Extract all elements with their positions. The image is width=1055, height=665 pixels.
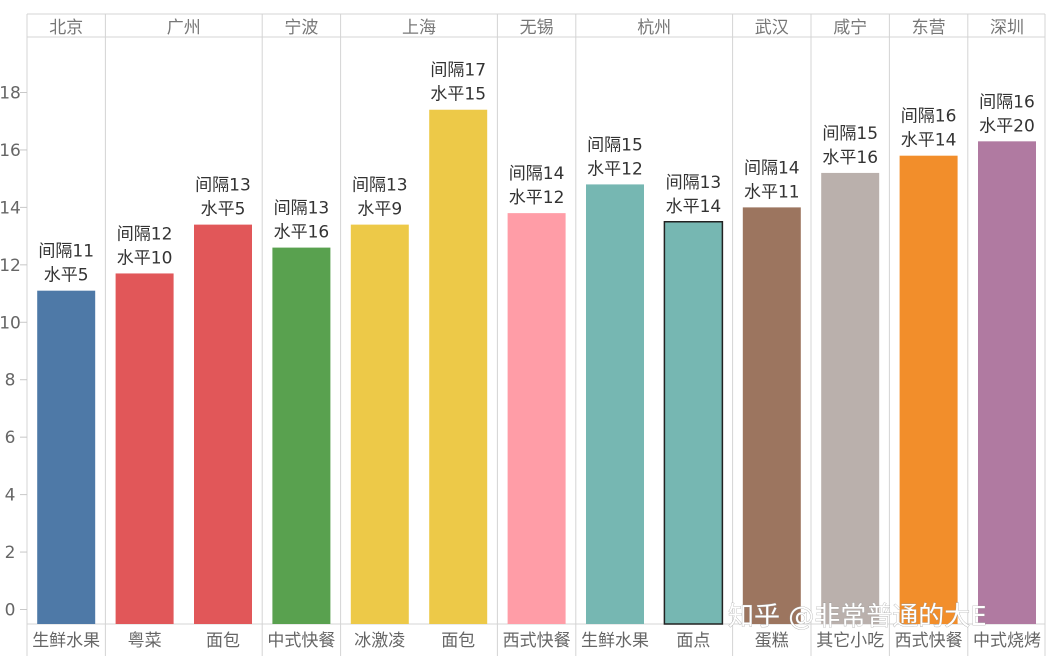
category-label: 西式快餐	[895, 631, 963, 651]
data-label: 水平14	[666, 197, 722, 217]
bar	[663, 221, 724, 625]
data-label: 水平10	[117, 248, 173, 268]
y-tick-label: 2	[5, 543, 16, 563]
category-label: 冰激凌	[354, 631, 405, 651]
category-label: 中式烧烤	[973, 631, 1041, 651]
city-header: 北京	[49, 18, 83, 38]
category-label: 蛋糕	[755, 631, 789, 651]
bar	[350, 224, 409, 624]
bar	[742, 207, 801, 624]
data-label: 间隔17	[430, 61, 486, 81]
y-tick-label: 0	[5, 601, 16, 621]
data-label: 间隔13	[195, 176, 251, 196]
data-label: 水平15	[430, 85, 486, 105]
category-label: 生鲜水果	[581, 631, 649, 651]
category-labels: 生鲜水果 粤菜 面包 中式快餐 冰激凌 面包 西式快餐 生鲜水果 面点 蛋糕 其它小吃 西式快餐 中式烧…	[32, 631, 1041, 651]
y-tick-label: 12	[0, 256, 21, 276]
data-label: 间隔14	[744, 158, 800, 178]
y-axis: 0 2 4 6 8 10 12 14 16 18	[0, 84, 27, 621]
y-tick-label: 18	[0, 84, 21, 104]
bar	[821, 172, 880, 624]
data-label: 水平11	[744, 182, 800, 202]
city-header: 深圳	[990, 18, 1024, 38]
category-label: 西式快餐	[503, 631, 571, 651]
city-header: 广州	[167, 18, 201, 38]
data-label: 水平9	[357, 200, 402, 220]
data-label: 间隔13	[666, 173, 722, 193]
y-tick-label: 14	[0, 198, 21, 218]
data-label: 水平16	[822, 148, 878, 168]
data-label: 水平5	[201, 200, 246, 220]
watermark: 知乎 @非常普通的大E	[728, 602, 987, 632]
city-header: 杭州	[637, 18, 671, 38]
data-label: 间隔15	[587, 135, 643, 155]
category-label: 生鲜水果	[32, 631, 100, 651]
data-label: 间隔14	[509, 164, 565, 184]
data-label: 水平5	[44, 266, 89, 286]
bar	[507, 213, 566, 624]
city-headers: 北京 广州 宁波 上海 无锡 杭州 武汉 咸宁 东营 深圳	[49, 18, 1024, 38]
city-header: 上海	[402, 18, 436, 38]
y-tick-label: 4	[5, 486, 16, 506]
data-label: 水平20	[979, 116, 1035, 136]
data-label: 间隔13	[352, 176, 408, 196]
data-label: 水平12	[509, 188, 565, 208]
city-header: 东营	[912, 18, 946, 38]
category-label: 面点	[676, 631, 710, 651]
y-tick-label: 16	[0, 141, 21, 161]
bar	[37, 290, 96, 624]
y-tick-label: 8	[5, 371, 16, 391]
data-label: 水平12	[587, 159, 643, 179]
city-header: 无锡	[520, 18, 554, 38]
category-label: 面包	[206, 631, 240, 651]
category-label: 粤菜	[128, 631, 162, 651]
city-header: 宁波	[284, 18, 318, 38]
y-tick-label: 6	[5, 428, 16, 448]
data-labels: 间隔11 水平5 间隔12 水平10 间隔13 水平5 间隔13 水平16 间隔13 水平9 间隔1…	[38, 61, 1034, 286]
data-label: 间隔15	[822, 124, 878, 144]
data-label: 间隔13	[274, 199, 330, 219]
category-label: 面包	[441, 631, 475, 651]
data-label: 间隔12	[117, 224, 173, 244]
city-header: 咸宁	[833, 18, 867, 38]
data-label: 间隔11	[38, 242, 94, 262]
category-label: 中式快餐	[267, 631, 335, 651]
bar	[586, 184, 644, 624]
bar	[429, 109, 488, 624]
data-label: 水平16	[274, 223, 330, 243]
bar	[272, 247, 331, 624]
city-header: 武汉	[755, 18, 789, 38]
bar	[194, 224, 252, 624]
y-tick-label: 10	[0, 313, 21, 333]
category-label: 其它小吃	[816, 631, 884, 651]
data-label: 间隔16	[901, 107, 957, 127]
bar	[115, 273, 174, 624]
data-label: 水平14	[901, 131, 957, 151]
data-label: 间隔16	[979, 92, 1035, 112]
bars	[37, 109, 1036, 625]
bar	[978, 141, 1036, 625]
bar	[899, 155, 958, 624]
